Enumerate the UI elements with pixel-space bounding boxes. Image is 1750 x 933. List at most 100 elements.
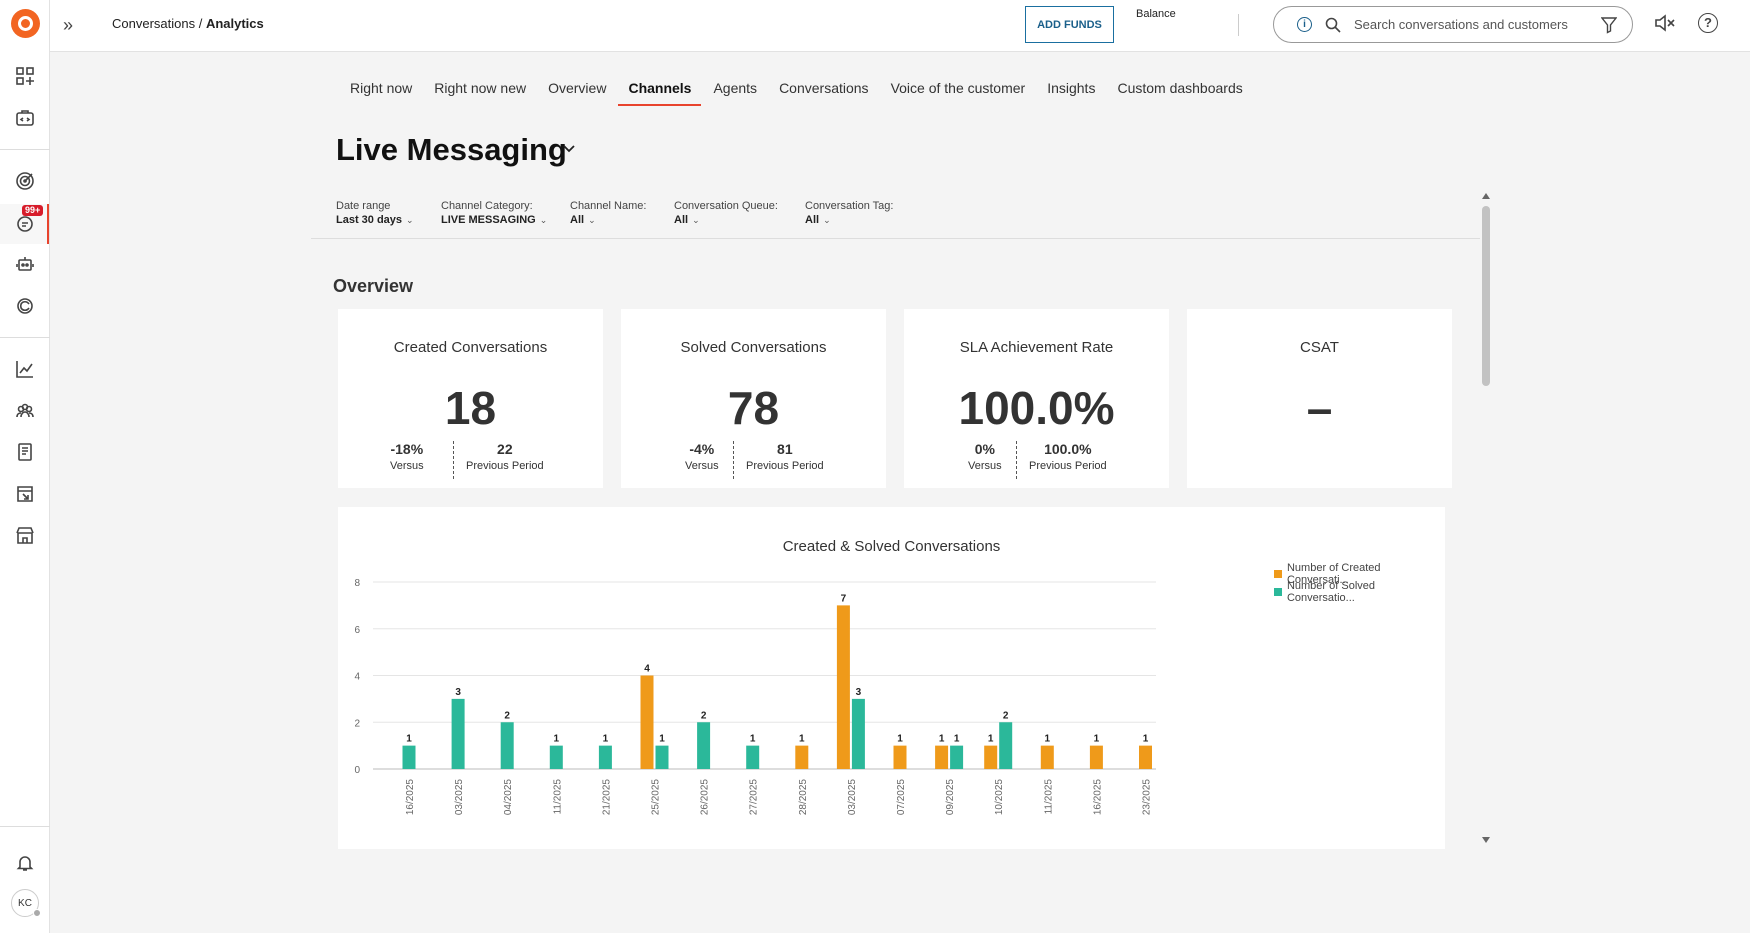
- bot-icon[interactable]: [13, 252, 37, 276]
- kpi-versus-value: -18%: [390, 441, 424, 457]
- bar-data-label: 1: [897, 734, 903, 745]
- kpi-value: 100.0%: [958, 382, 1115, 434]
- conversations-icon[interactable]: [13, 212, 37, 236]
- legend-swatch: [1274, 588, 1282, 596]
- help-icon[interactable]: ?: [1698, 13, 1718, 33]
- kpi-versus-value: 0%: [974, 441, 995, 457]
- y-tick-label: 6: [354, 625, 360, 636]
- chevron-down-icon: ⌄: [406, 215, 414, 225]
- scroll-down-icon[interactable]: [1480, 835, 1492, 845]
- divider: [1238, 14, 1239, 36]
- filter-label: Channel Name:: [570, 200, 647, 212]
- search-bar[interactable]: i Search conversations and customers: [1273, 6, 1633, 43]
- knowledge-book-icon[interactable]: [13, 440, 37, 464]
- bar-data-label: 4: [644, 664, 650, 675]
- legend-item-solved[interactable]: Number of Solved Conversatio...: [1274, 580, 1445, 604]
- filter-value-text: All: [805, 214, 820, 226]
- add-funds-button[interactable]: ADD FUNDS: [1025, 6, 1114, 43]
- logo-icon[interactable]: [11, 9, 40, 38]
- x-tick-label: 11/2025: [552, 779, 563, 815]
- kpi-previous: 81 Previous Period: [746, 441, 824, 472]
- legend-label: Number of Created Conversati...: [1286, 562, 1381, 586]
- chart-bar: [893, 745, 907, 769]
- filter-channel-category[interactable]: Channel Category: LIVE MESSAGING ⌄: [441, 200, 547, 226]
- tab-voice-of-the-customer[interactable]: Voice of the customer: [890, 80, 1026, 96]
- legend-item-created[interactable]: Number of Created Conversati...: [1274, 562, 1445, 586]
- chart-bar: [1040, 745, 1054, 769]
- y-tick-label: 4: [354, 672, 360, 683]
- breadcrumb-current: Analytics: [205, 16, 264, 31]
- x-tick-label: 07/2025: [896, 779, 907, 816]
- created-solved-chart: Created & Solved Conversations 0 2 4 6 8 1 16/…: [338, 507, 1445, 849]
- chart-bar: [984, 745, 998, 769]
- tab-insights[interactable]: Insights: [1047, 80, 1096, 96]
- bar-data-label: 2: [1003, 710, 1009, 721]
- chevron-down-icon: ⌄: [588, 215, 596, 225]
- target-icon[interactable]: [13, 169, 37, 193]
- kpi-card-created[interactable]: Created Conversations 18 -18% Versus 22 …: [338, 309, 603, 488]
- tab-conversations[interactable]: Conversations: [779, 80, 869, 96]
- chevron-down-icon[interactable]: [561, 141, 577, 157]
- analytics-chart-icon[interactable]: [13, 357, 37, 381]
- chart-bar: [697, 722, 711, 769]
- ai-swirl-icon[interactable]: [13, 294, 37, 318]
- filter-date-range[interactable]: Date range Last 30 days ⌄: [336, 200, 414, 226]
- bar-data-label: 1: [603, 734, 609, 745]
- bar-data-label: 1: [1045, 734, 1051, 745]
- bar-data-label: 3: [455, 687, 461, 698]
- info-icon[interactable]: i: [1297, 17, 1312, 32]
- balance-label: Balance: [1136, 8, 1176, 20]
- kpi-card-solved[interactable]: Solved Conversations 78 -4% Versus 81 Pr…: [621, 309, 886, 488]
- bell-icon[interactable]: [13, 851, 37, 875]
- presence-dot: [33, 909, 41, 917]
- store-icon[interactable]: [13, 523, 37, 547]
- filter-label: Date range: [336, 200, 391, 212]
- mute-icon[interactable]: [1654, 13, 1676, 33]
- customers-icon[interactable]: [13, 399, 37, 423]
- scroll-thumb[interactable]: [1482, 206, 1490, 386]
- legend-swatch: [1274, 570, 1282, 578]
- kpi-value: 78: [727, 382, 780, 434]
- x-tick-label: 10/2025: [994, 779, 1005, 816]
- filter-value: All ⌄: [570, 214, 646, 226]
- import-icon[interactable]: [13, 482, 37, 506]
- filter-label: Conversation Queue:: [674, 200, 778, 212]
- chart-bar: [1139, 745, 1152, 769]
- chart-bar: [655, 745, 669, 769]
- x-tick-label: 09/2025: [945, 779, 956, 816]
- kpi-card-sla[interactable]: SLA Achievement Rate 100.0% 0% Versus 10…: [904, 309, 1169, 488]
- kpi-previous: 100.0% Previous Period: [1029, 441, 1107, 472]
- filter-icon[interactable]: [1601, 16, 1617, 34]
- tab-channels[interactable]: Channels: [618, 72, 702, 106]
- x-tick-label: 25/2025: [651, 779, 662, 816]
- breadcrumb-parent[interactable]: Conversations /: [112, 16, 206, 31]
- chart-bar: [851, 698, 865, 769]
- tab-right-now-new[interactable]: Right now new: [434, 80, 527, 96]
- filter-label: Conversation Tag:: [805, 200, 894, 212]
- kpi-title: Created Conversations: [393, 339, 548, 356]
- kpi-card-csat[interactable]: CSAT –: [1187, 309, 1452, 488]
- filter-value-text: All: [570, 214, 585, 226]
- filter-conversation-queue[interactable]: Conversation Queue: All ⌄: [674, 200, 778, 226]
- apps-add-icon[interactable]: [13, 64, 37, 88]
- tab-agents[interactable]: Agents: [713, 80, 758, 96]
- filter-conversation-tag[interactable]: Conversation Tag: All ⌄: [805, 200, 893, 226]
- search-input[interactable]: Search conversations and customers: [1354, 17, 1568, 32]
- panel-scrollbar[interactable]: [1480, 188, 1492, 849]
- kpi-value: 18: [444, 382, 497, 434]
- bar-data-label: 3: [856, 687, 862, 698]
- filter-label: Channel Category:: [441, 200, 533, 212]
- tab-right-now[interactable]: Right now: [350, 80, 413, 96]
- tab-custom-dashboards[interactable]: Custom dashboards: [1117, 80, 1243, 96]
- bar-data-label: 1: [799, 734, 805, 745]
- expand-sidebar-icon[interactable]: »: [63, 15, 74, 35]
- kpi-versus-label: Versus: [685, 460, 719, 472]
- filter-channel-name[interactable]: Channel Name: All ⌄: [570, 200, 646, 226]
- tab-overview[interactable]: Overview: [548, 80, 607, 96]
- divider: [733, 441, 734, 479]
- scroll-up-icon[interactable]: [1480, 191, 1492, 201]
- page-title[interactable]: Live Messaging: [336, 132, 567, 167]
- code-briefcase-icon[interactable]: [13, 106, 37, 130]
- kpi-previous-value: 22: [497, 441, 513, 457]
- kpi-versus: -4% Versus: [685, 441, 719, 472]
